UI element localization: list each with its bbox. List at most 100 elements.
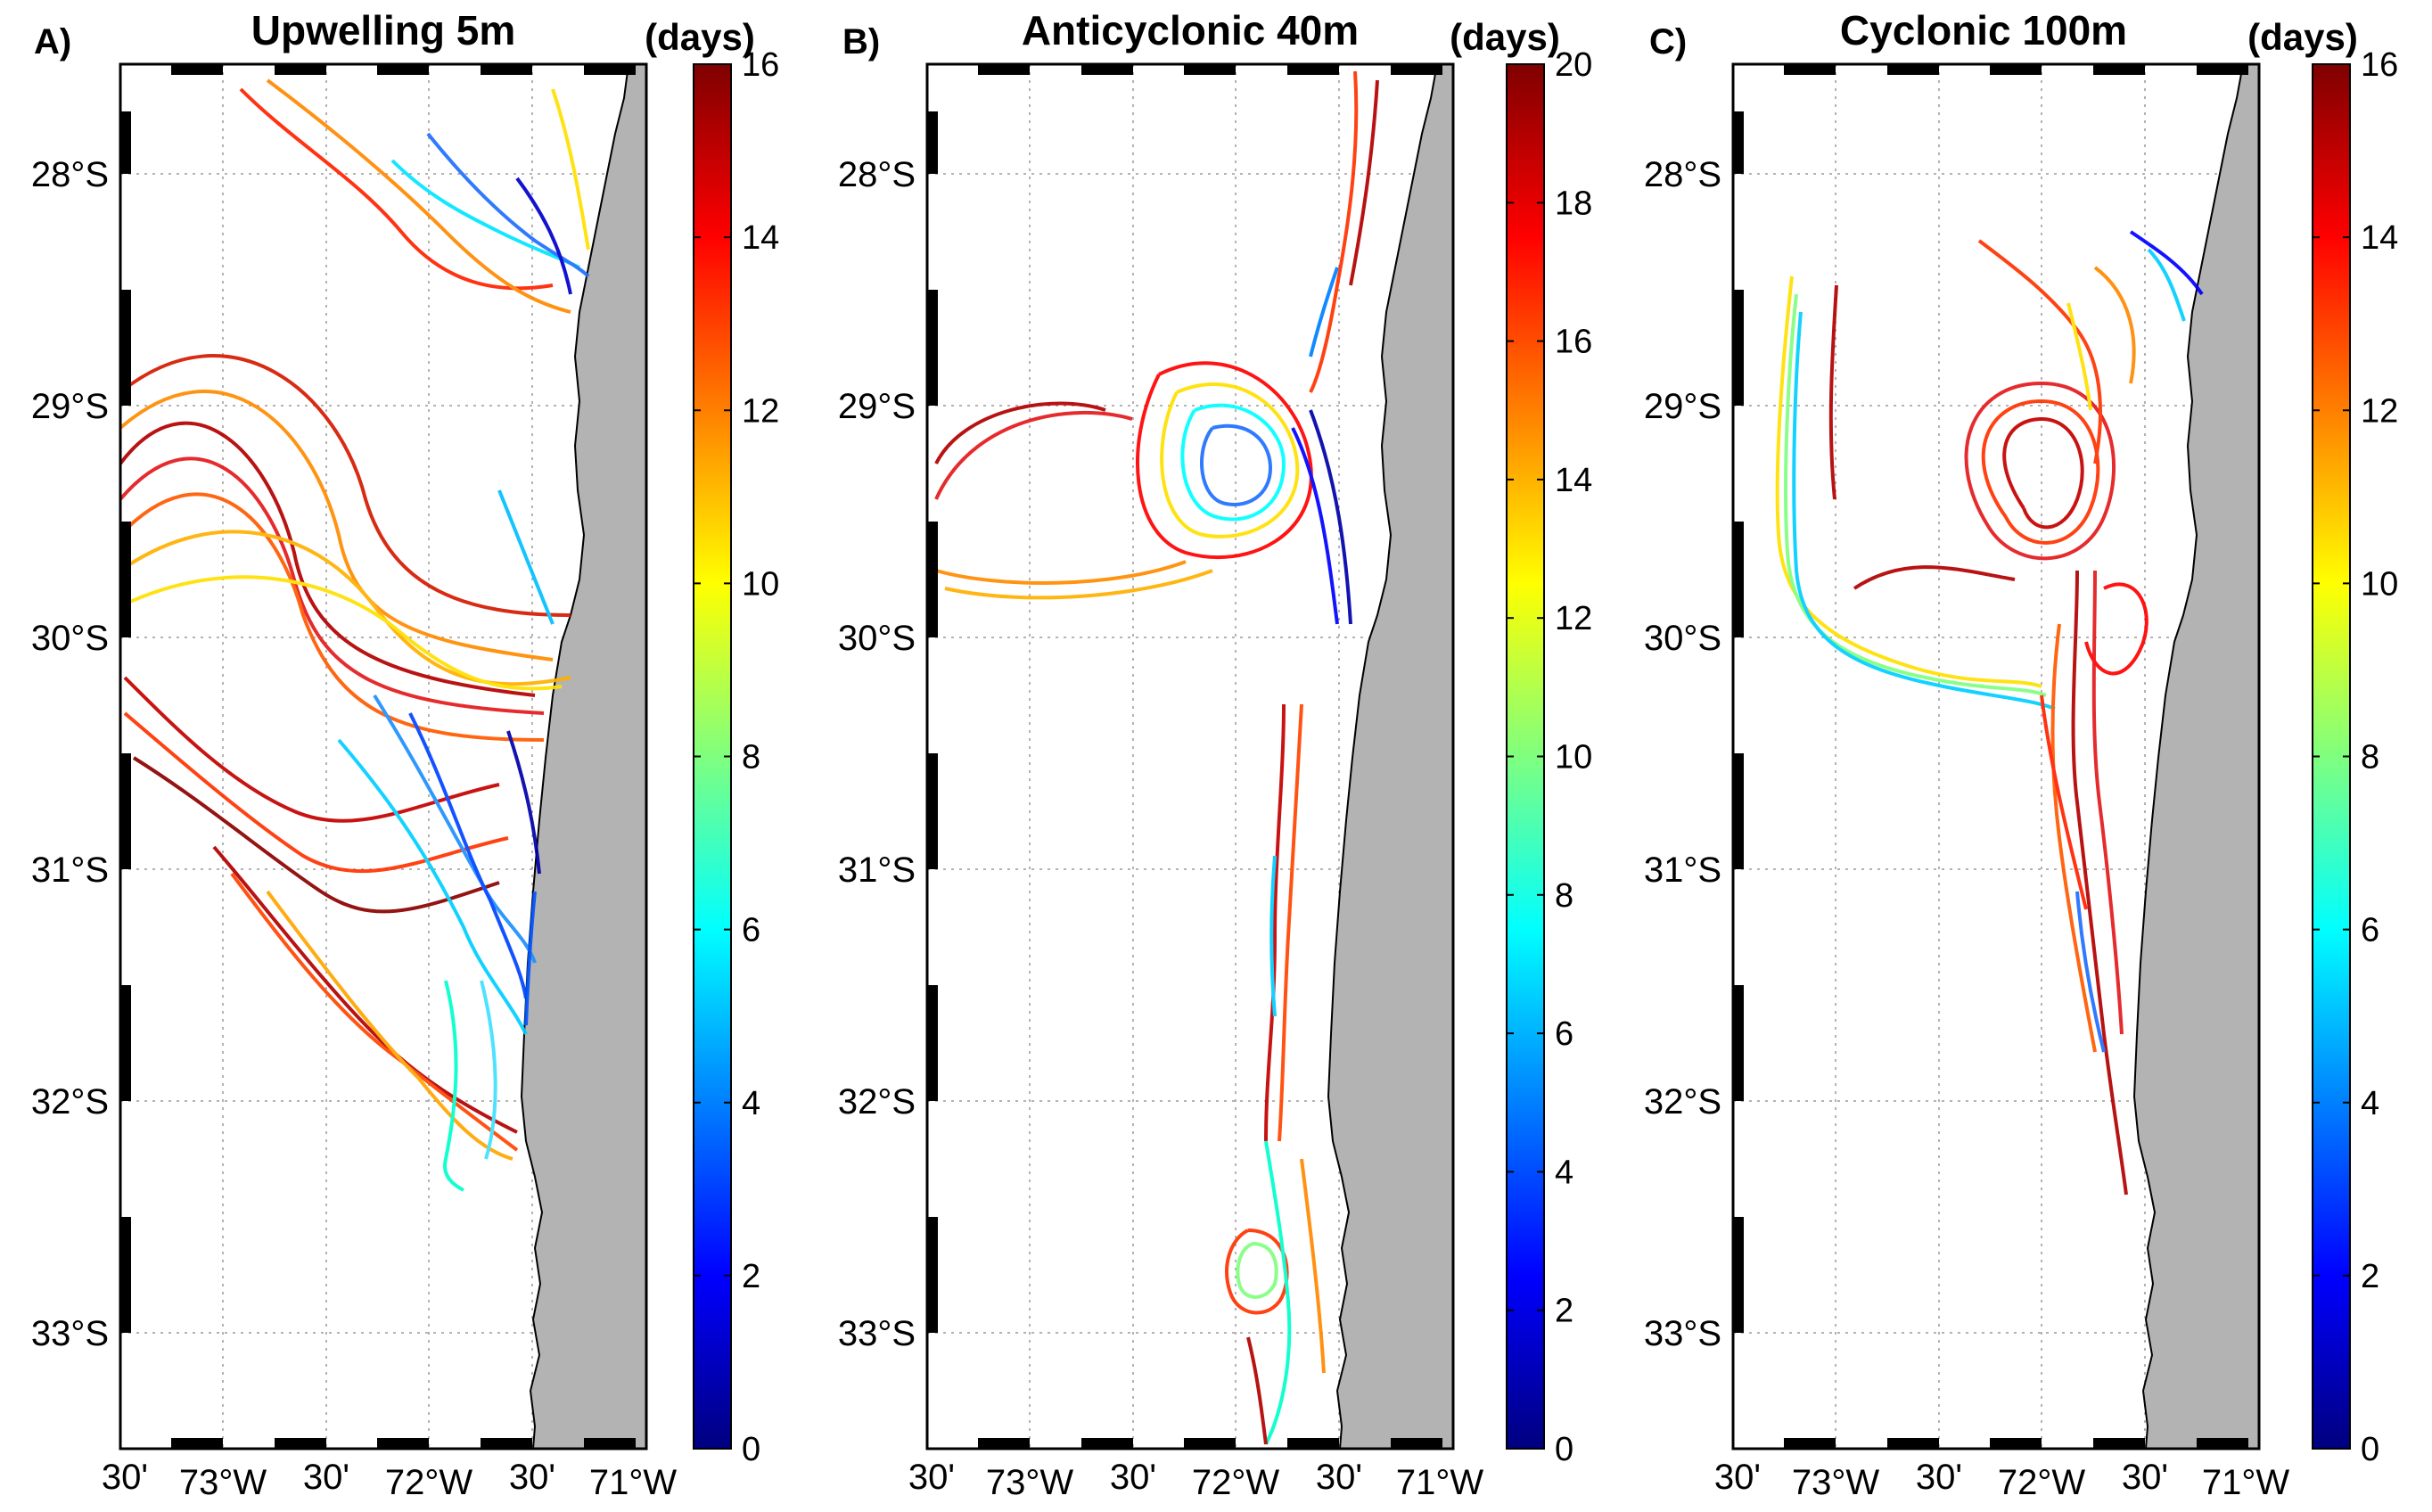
lon-label: 30': [2122, 1458, 2168, 1497]
lon-label: 71°W: [2202, 1463, 2289, 1502]
colorbar-tick-label: 0: [2361, 1431, 2379, 1468]
lat-label: 30°S: [838, 619, 916, 658]
colorbar-tick-label: 14: [1555, 462, 1592, 499]
colorbar-tick-label: 14: [2361, 219, 2398, 257]
panel-c-letter: C): [1649, 22, 1687, 62]
colorbar-tick-label: 12: [1555, 600, 1592, 637]
colorbar-tick-label: 14: [742, 219, 779, 257]
colorbar-tick-label: 4: [1555, 1154, 1573, 1191]
lon-label: 30': [303, 1458, 349, 1497]
lat-label: 28°S: [838, 155, 916, 194]
colorbar-tick-label: 10: [742, 565, 779, 603]
panel-c-map-area: [1733, 64, 2259, 1449]
lat-label: 31°S: [838, 850, 916, 890]
lat-label: 32°S: [838, 1082, 916, 1122]
colorbar-tick-label: 0: [1555, 1431, 1573, 1468]
lon-label: 72°W: [385, 1463, 472, 1502]
lon-label: 30': [102, 1458, 148, 1497]
colorbar-tick-label: 10: [2361, 565, 2398, 603]
lon-label: 73°W: [1792, 1463, 1879, 1502]
lat-label: 29°S: [838, 387, 916, 426]
colorbar-tick-label: 6: [742, 912, 760, 949]
colorbar-tick-label: 4: [2361, 1085, 2379, 1122]
colorbar-tick-label: 2: [1555, 1293, 1573, 1330]
lat-label: 31°S: [1644, 850, 1721, 890]
trajectories-c: [1775, 230, 2204, 1196]
lat-labels-c: 28°S 29°S 30°S 31°S 32°S 33°S: [1644, 155, 1721, 1353]
colorbar-tick-label: 8: [1555, 877, 1573, 915]
panel-a-map-area: [120, 64, 646, 1449]
lon-labels-a: 30' 73°W 30' 72°W 30' 71°W: [102, 1458, 677, 1502]
colorbar-tick-label: 2: [742, 1258, 760, 1295]
lat-label: 30°S: [31, 619, 109, 658]
colorbar-tick-label: 18: [1555, 185, 1592, 222]
colorbar-tick-label: 2: [2361, 1258, 2379, 1295]
lat-label: 31°S: [31, 850, 109, 890]
colorbar-tick-label: 12: [742, 392, 779, 430]
panel-b-title: Anticyclonic 40m: [1022, 7, 1359, 53]
colorbar-ticks-b: 0 2 4 6 8 10 12 14 16 18 20: [1507, 46, 1592, 1468]
colorbar-tick-label: 0: [742, 1431, 760, 1468]
land-a: [520, 64, 646, 1449]
colorbar-tick-label: 16: [1555, 324, 1592, 361]
lon-label: 30': [908, 1458, 955, 1497]
panel-a-letter: A): [34, 22, 71, 62]
colorbar-tick-label: 6: [2361, 912, 2379, 949]
trajectories-b: [934, 70, 1379, 1445]
lat-label: 33°S: [838, 1314, 916, 1353]
frame-bars-c: [1733, 64, 2248, 1449]
lat-label: 29°S: [1644, 387, 1721, 426]
lon-label: 30': [1714, 1458, 1761, 1497]
colorbar-tick-label: 16: [742, 46, 779, 84]
panel-c-gridlines: [1733, 64, 2259, 1449]
lat-label: 28°S: [31, 155, 109, 194]
panel-a-title: Upwelling 5m: [251, 7, 515, 53]
colorbar-tick-label: 8: [742, 739, 760, 777]
lon-label: 72°W: [1998, 1463, 2085, 1502]
lat-label: 33°S: [31, 1314, 109, 1353]
lon-labels-b: 30' 73°W 30' 72°W 30' 71°W: [908, 1458, 1483, 1502]
lon-label: 71°W: [1396, 1463, 1483, 1502]
panel-a: A) Upwelling 5m: [31, 7, 779, 1502]
panel-b-map-area: [927, 64, 1453, 1449]
colorbar-tick-label: 6: [1555, 1015, 1573, 1053]
colorbar-ticks-a: 0 2 4 6 8 10 12 14 16: [694, 46, 779, 1468]
colorbar-ticks-c: 0 2 4 6 8 10 12 14 16: [2313, 46, 2398, 1468]
lat-label: 32°S: [1644, 1082, 1721, 1122]
lat-label: 29°S: [31, 387, 109, 426]
colorbar-tick-label: 20: [1555, 46, 1592, 84]
colorbar-unit-b: (days): [1450, 16, 1560, 58]
colorbar-tick-label: 4: [742, 1085, 760, 1122]
lon-label: 73°W: [986, 1463, 1073, 1502]
trajectories-a: [120, 78, 590, 1192]
lat-label: 32°S: [31, 1082, 109, 1122]
lon-label: 73°W: [179, 1463, 267, 1502]
lat-label: 33°S: [1644, 1314, 1721, 1353]
lon-label: 71°W: [589, 1463, 677, 1502]
panel-c-title: Cyclonic 100m: [1840, 7, 2127, 53]
colorbar-tick-label: 10: [1555, 739, 1592, 777]
lon-label: 72°W: [1192, 1463, 1279, 1502]
colorbar-tick-label: 12: [2361, 392, 2398, 430]
lon-label: 30': [509, 1458, 555, 1497]
panel-c: C) Cyclonic 100m: [1644, 7, 2398, 1502]
colorbar-unit-c: (days): [2247, 16, 2358, 58]
lat-label: 30°S: [1644, 619, 1721, 658]
frame-bars-a: [120, 64, 636, 1449]
land-b: [1327, 64, 1453, 1449]
lon-label: 30': [1316, 1458, 1362, 1497]
panel-b-letter: B): [842, 22, 880, 62]
colorbar-tick-label: 8: [2361, 739, 2379, 777]
lat-labels-a: 28°S 29°S 30°S 31°S 32°S 33°S: [31, 155, 109, 1353]
colorbar-tick-label: 16: [2361, 46, 2398, 84]
lon-label: 30': [1916, 1458, 1962, 1497]
panel-b: B) Anticyclonic 40m: [838, 7, 1592, 1502]
colorbar-unit-a: (days): [645, 16, 755, 58]
lat-labels-b: 28°S 29°S 30°S 31°S 32°S 33°S: [838, 155, 916, 1353]
land-c: [2132, 64, 2259, 1449]
lat-label: 28°S: [1644, 155, 1721, 194]
panel-b-gridlines: [927, 64, 1453, 1449]
frame-bars-b: [927, 64, 1442, 1449]
lon-label: 30': [1110, 1458, 1156, 1497]
